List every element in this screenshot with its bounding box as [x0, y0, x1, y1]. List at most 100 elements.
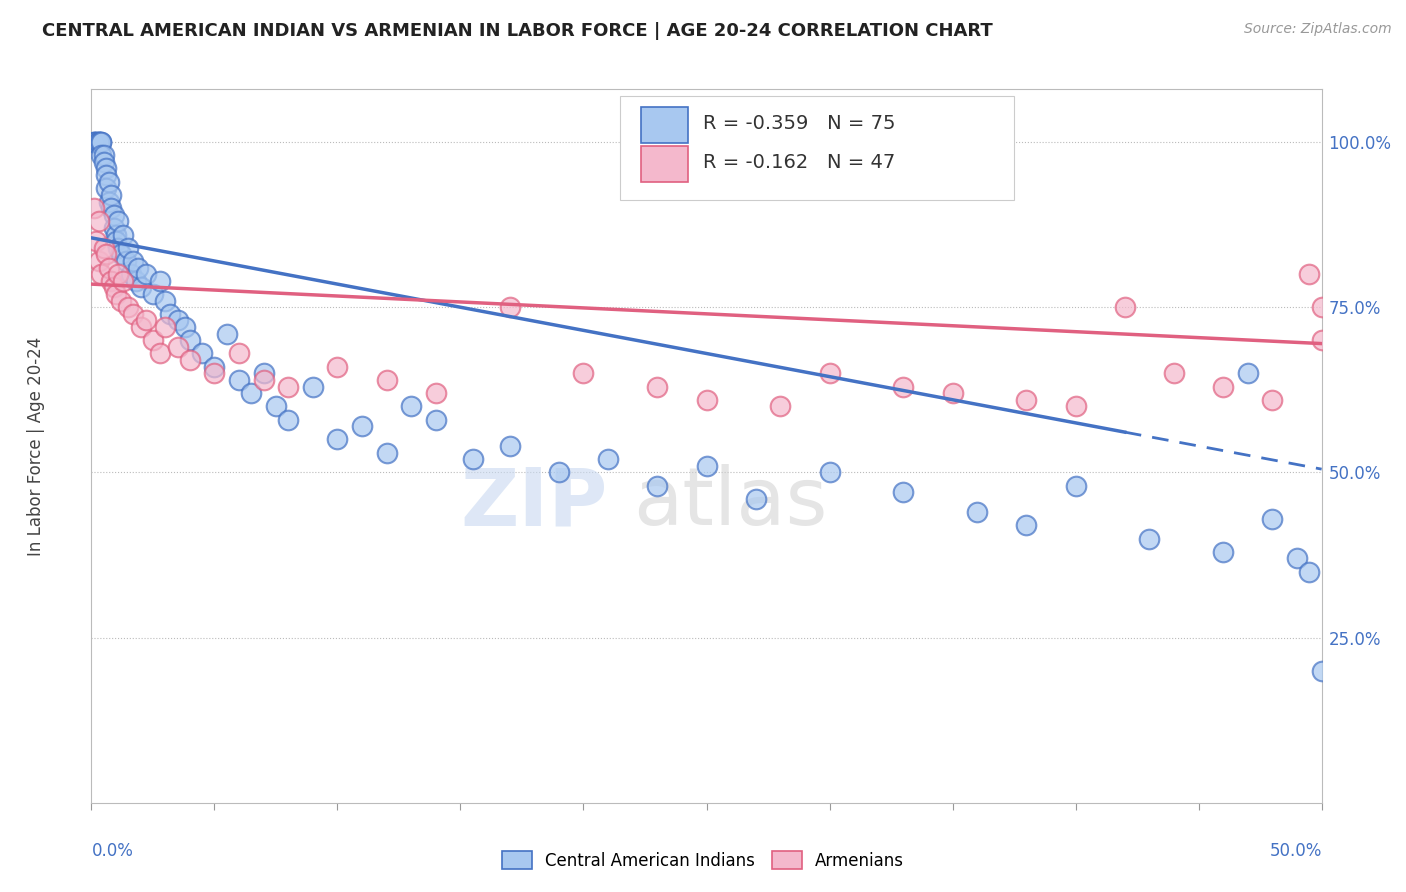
Point [1015, 392, 1038, 407]
Point [166, 313, 188, 327]
Point [87, 254, 110, 268]
Point [745, 491, 768, 506]
Point [277, 412, 299, 426]
Point [96, 181, 117, 195]
Point [105, 234, 127, 248]
Point [97, 260, 120, 275]
Point [120, 267, 142, 281]
FancyBboxPatch shape [641, 107, 688, 143]
Point [159, 307, 181, 321]
Point [86, 135, 108, 149]
Point [253, 373, 276, 387]
Point [90, 267, 112, 281]
Point [96, 161, 117, 176]
Point [596, 452, 619, 467]
Text: In Labor Force | Age 20-24: In Labor Force | Age 20-24 [27, 336, 45, 556]
Point [83, 135, 105, 149]
Point [166, 340, 188, 354]
Point [93, 154, 115, 169]
Point [253, 367, 276, 381]
Point [547, 466, 569, 480]
Point [97, 175, 120, 189]
Point [87, 135, 110, 149]
Point [107, 241, 129, 255]
Text: atlas: atlas [633, 464, 827, 542]
Text: R = -0.359   N = 75: R = -0.359 N = 75 [703, 114, 896, 133]
Point [90, 148, 112, 162]
Point [124, 274, 146, 288]
FancyBboxPatch shape [641, 146, 688, 182]
Point [1285, 551, 1308, 566]
Point [129, 280, 152, 294]
Point [112, 227, 135, 242]
Point [891, 485, 914, 500]
Point [97, 194, 120, 209]
FancyBboxPatch shape [620, 96, 1014, 200]
Point [103, 208, 125, 222]
Point [264, 400, 287, 414]
Point [1310, 664, 1333, 678]
Point [769, 400, 792, 414]
Point [695, 458, 717, 473]
Point [228, 346, 250, 360]
Text: CENTRAL AMERICAN INDIAN VS ARMENIAN IN LABOR FORCE | AGE 20-24 CORRELATION CHART: CENTRAL AMERICAN INDIAN VS ARMENIAN IN L… [42, 22, 993, 40]
Point [202, 367, 225, 381]
Point [1212, 379, 1234, 393]
Point [100, 274, 122, 288]
Point [228, 373, 250, 387]
Point [1261, 392, 1284, 407]
Point [100, 201, 122, 215]
Point [96, 168, 117, 182]
Point [103, 221, 125, 235]
Point [93, 241, 115, 255]
Point [461, 452, 484, 467]
Point [1212, 545, 1234, 559]
Text: 50.0%: 50.0% [1270, 842, 1322, 860]
Point [86, 135, 108, 149]
Text: 0.0%: 0.0% [91, 842, 134, 860]
Point [1237, 367, 1260, 381]
Point [129, 320, 152, 334]
Point [179, 353, 201, 368]
Point [1310, 333, 1333, 347]
Point [153, 293, 177, 308]
Point [301, 379, 323, 393]
Point [375, 445, 398, 459]
Point [191, 346, 214, 360]
Point [87, 135, 110, 149]
Point [1114, 300, 1136, 314]
Point [117, 241, 139, 255]
Point [645, 478, 669, 492]
Point [1298, 267, 1320, 281]
Point [326, 359, 349, 374]
Point [93, 148, 115, 162]
Point [425, 386, 447, 401]
Point [105, 287, 127, 301]
Point [572, 367, 595, 381]
Point [149, 346, 172, 360]
Point [399, 400, 422, 414]
Point [142, 287, 165, 301]
Point [645, 379, 669, 393]
Point [110, 247, 132, 261]
Point [818, 367, 841, 381]
Point [326, 433, 349, 447]
Point [110, 293, 132, 308]
Point [83, 135, 105, 149]
Point [202, 359, 225, 374]
Point [1139, 532, 1161, 546]
Point [174, 320, 197, 334]
Text: ZIP: ZIP [461, 464, 607, 542]
Text: Source: ZipAtlas.com: Source: ZipAtlas.com [1244, 22, 1392, 37]
Point [114, 254, 138, 268]
Point [149, 274, 172, 288]
Point [87, 135, 110, 149]
Point [127, 260, 149, 275]
Point [135, 267, 156, 281]
Point [122, 307, 145, 321]
Text: R = -0.162   N = 47: R = -0.162 N = 47 [703, 153, 896, 172]
Point [277, 379, 299, 393]
Point [375, 373, 398, 387]
Point [117, 300, 139, 314]
Point [135, 313, 156, 327]
